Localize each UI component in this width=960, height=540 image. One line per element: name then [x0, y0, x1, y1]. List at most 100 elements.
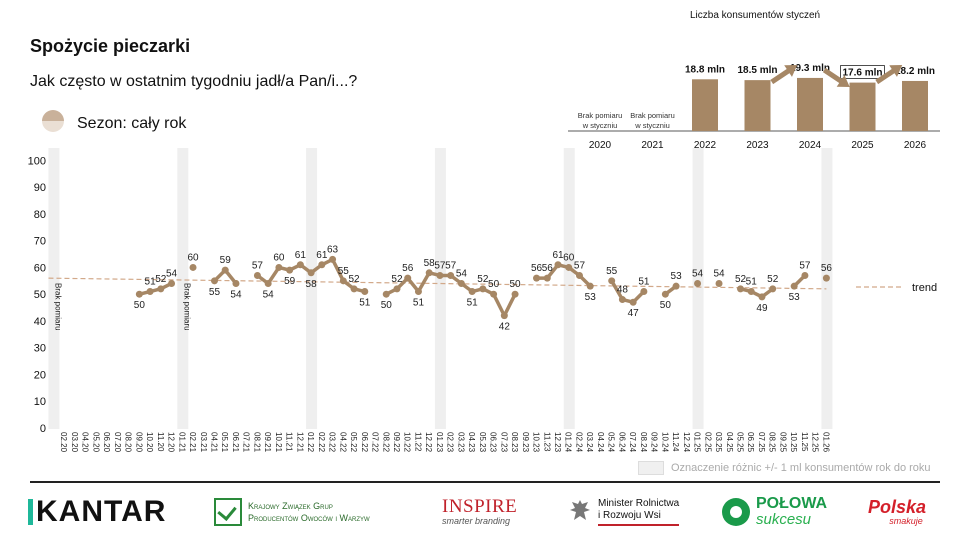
x-tick-label: 05.25: [736, 432, 745, 453]
data-label: 59: [220, 255, 232, 266]
x-tick-label: 01.22: [306, 432, 315, 453]
x-tick-label: 04.25: [725, 432, 734, 453]
data-point: [135, 290, 143, 298]
eagle-icon: [570, 500, 590, 520]
data-label: 49: [756, 303, 768, 314]
data-point: [253, 271, 261, 279]
inset-no-data-label: w styczniu: [582, 121, 618, 130]
data-point: [404, 274, 412, 282]
x-tick-label: 07.23: [499, 432, 508, 453]
x-tick-label: 11.20: [156, 432, 165, 452]
question-text: Jak często w ostatnim tygodniu jadł/a Pa…: [30, 73, 358, 90]
data-point: [661, 290, 669, 298]
year-band: [48, 148, 60, 429]
data-label: 60: [273, 252, 285, 263]
x-tick-label: 07.25: [757, 432, 766, 453]
inset-bar: [692, 79, 718, 131]
x-tick-label: 08.24: [639, 432, 648, 453]
data-point: [393, 285, 401, 293]
kzgpow-logo: Krajowy Związek Grup Producentów Owoców i…: [214, 494, 370, 530]
x-tick-label: 06.23: [489, 432, 498, 453]
x-tick-label: 11.24: [671, 432, 680, 452]
data-point: [361, 288, 369, 296]
data-point: [436, 271, 444, 279]
data-label: 54: [456, 268, 468, 279]
data-label: 54: [166, 268, 178, 279]
data-point: [168, 279, 176, 287]
inset-value-label: 17.6 mln: [842, 68, 882, 79]
inset-no-data-label: Brak pomiaru: [578, 111, 623, 120]
data-label: 61: [552, 250, 564, 261]
data-label: 50: [381, 300, 393, 311]
decrease-arrow-icon: [822, 67, 850, 87]
data-point: [543, 274, 551, 282]
inset-year-label: 2024: [799, 140, 822, 151]
x-tick-label: 01.23: [435, 432, 444, 453]
arrow-shaft: [822, 67, 844, 85]
data-point: [447, 271, 455, 279]
x-tick-label: 10.22: [403, 432, 412, 453]
x-tick-label: 06.22: [360, 432, 369, 453]
data-label: 47: [628, 308, 640, 319]
data-point: [758, 293, 766, 301]
data-point: [457, 279, 465, 287]
arrow-head: [784, 65, 798, 77]
x-tick-label: 12.20: [167, 432, 176, 453]
kantar-bar-icon: [28, 499, 33, 525]
data-point: [329, 255, 337, 263]
data-label: 58: [424, 258, 436, 269]
year-band: [821, 148, 833, 429]
kzgpow-line1: Krajowy Związek Grup: [248, 501, 333, 511]
data-label: 53: [671, 271, 683, 282]
data-point: [490, 290, 498, 298]
x-tick-label: 09.21: [263, 432, 272, 453]
data-label: 54: [263, 289, 275, 300]
polowa-line1: POŁOWA: [756, 495, 828, 512]
data-point: [232, 279, 240, 287]
inset-bar: [797, 77, 823, 131]
x-tick-label: 09.25: [778, 432, 787, 453]
x-tick-label: 10.20: [145, 432, 154, 453]
x-tick-label: 07.24: [628, 432, 637, 453]
ministry-line1: Minister Rolnictwa: [598, 498, 680, 509]
x-tick-label: 08.20: [124, 432, 133, 453]
data-point: [715, 279, 723, 287]
x-tick-label: 10.24: [660, 432, 669, 453]
x-tick-label: 08.23: [510, 432, 519, 453]
data-label: 50: [510, 279, 522, 290]
x-tick-label: 04.22: [338, 432, 347, 453]
data-label: 57: [574, 260, 586, 271]
arrow-shaft: [875, 67, 897, 85]
data-point: [575, 271, 583, 279]
x-tick-label: 01.26: [821, 432, 830, 453]
polska-line1: Polska: [868, 497, 927, 517]
data-label: 56: [542, 263, 554, 274]
data-label: 61: [316, 250, 328, 261]
data-point: [210, 277, 218, 285]
x-tick-label: 07.20: [113, 432, 122, 453]
x-tick-label: 02.23: [446, 432, 455, 453]
data-point: [189, 263, 197, 271]
x-tick-label: 12.25: [811, 432, 820, 453]
x-tick-label: 03.20: [70, 432, 79, 453]
data-label: 52: [477, 274, 489, 285]
y-tick-label: 80: [34, 209, 46, 221]
data-point: [747, 288, 755, 296]
inset-no-data-label: w styczniu: [634, 121, 670, 130]
season-icon: [42, 110, 64, 132]
data-label: 57: [799, 260, 811, 271]
x-tick-label: 01.25: [693, 432, 702, 453]
data-point: [318, 261, 326, 269]
x-tick-label: 02.20: [59, 432, 68, 453]
inset-year-label: 2025: [851, 140, 874, 151]
y-tick-label: 10: [34, 396, 46, 408]
data-point: [694, 279, 702, 287]
x-tick-label: 05.24: [607, 432, 616, 453]
data-label: 57: [445, 260, 457, 271]
x-tick-label: 03.24: [585, 432, 594, 453]
x-tick-label: 06.24: [617, 432, 626, 453]
polowa-sukcesu-logo: POŁOWA sukcesu: [722, 494, 827, 530]
data-point: [618, 296, 626, 304]
data-point: [468, 288, 476, 296]
kantar-logo: KANTAR: [28, 494, 166, 530]
